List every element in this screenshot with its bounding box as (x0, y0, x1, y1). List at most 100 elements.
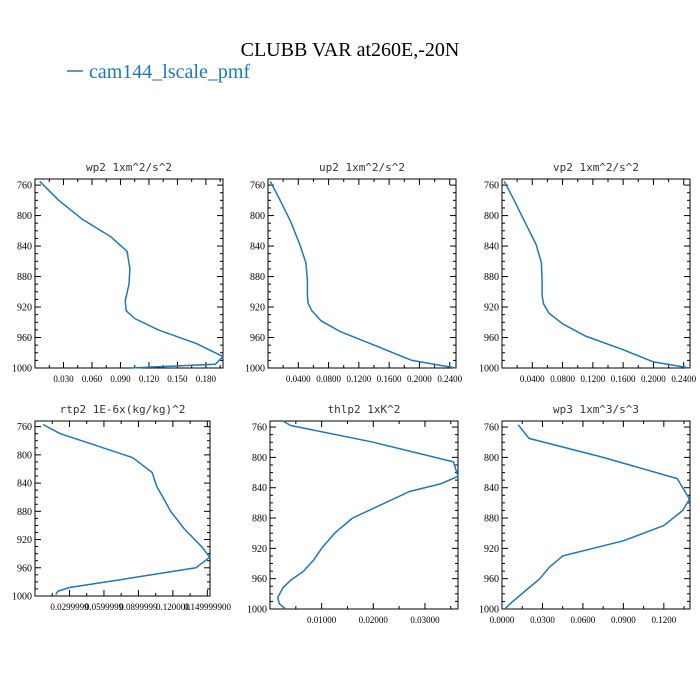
x-tick-label: 0.0400 (520, 374, 545, 384)
panel-6: wp3 1xm^3/s^3 760 800 840 880 920 960 10000.000… (479, 403, 691, 625)
plot-frame (34, 178, 224, 369)
x-tick-label: 0.2400 (671, 374, 696, 384)
y-tick-label: 960 (252, 574, 267, 585)
x-tick-label: 0.0300 (530, 615, 555, 625)
series-line (276, 420, 459, 610)
y-tick-label: 760 (484, 423, 499, 434)
panel-title: rtp2 1E-6x(kg/kg)^2 (60, 403, 186, 416)
y-tick-label: 840 (252, 483, 267, 494)
x-tick-label: 0.0800 (550, 374, 575, 384)
x-tick-label: 0.0599999 (85, 602, 124, 612)
x-tick-label: 0.0900 (611, 615, 636, 625)
x-tick-label: 0.0299999 (50, 602, 89, 612)
x-tick-label: 0.1600 (611, 374, 636, 384)
y-tick-label: 1000 (479, 605, 499, 616)
y-tick-label: 760 (250, 181, 265, 192)
x-tick-label: 0.1200 (580, 374, 605, 384)
y-tick-label: 880 (250, 272, 265, 283)
y-tick-label: 1000 (12, 592, 32, 603)
y-tick-label: 1000 (479, 364, 499, 375)
y-tick-label: 880 (484, 514, 499, 525)
panel-4: rtp2 1E-6x(kg/kg)^2 760 800 840 880 920 960 100… (12, 403, 231, 612)
panels-group: wp2 1xm^2/s^2 760 800 840 880 920 960 1000 0.030… (12, 161, 697, 625)
y-tick-label: 800 (17, 211, 32, 222)
panel-2: up2 1xm^2/s^2 760 800 840 880 920 960 1000 0.040… (245, 161, 463, 384)
y-tick-label: 920 (484, 303, 499, 314)
x-tick-label: 0.030 (53, 374, 74, 384)
plot-frame (269, 420, 459, 610)
x-tick-label: 0.2000 (641, 374, 666, 384)
x-tick-label: 0.03000 (410, 615, 440, 625)
y-tick-label: 840 (484, 242, 499, 253)
series-line (42, 423, 211, 596)
x-tick-label: 0.2000 (407, 374, 432, 384)
y-tick-label: 760 (484, 181, 499, 192)
y-tick-label: 1000 (247, 605, 267, 616)
y-tick-label: 800 (252, 453, 267, 464)
panel-title: wp3 1xm^3/s^3 (553, 403, 639, 416)
y-tick-label: 760 (17, 181, 32, 192)
series-line (504, 424, 691, 610)
x-tick-label: 0.0800 (316, 374, 341, 384)
y-tick-label: 920 (17, 303, 32, 314)
y-tick-label: 760 (17, 422, 32, 433)
x-tick-label: 0.02000 (359, 615, 389, 625)
figure-title: CLUBB VAR at260E,-20N (241, 39, 460, 61)
x-tick-label: 0.090 (110, 374, 131, 384)
x-tick-label: 0.120000 (156, 602, 190, 612)
y-tick-label: 840 (250, 242, 265, 253)
panel-5: thlp2 1xK^2 760 800 840 880 920 960 1000 0.01000… (247, 403, 459, 625)
y-tick-label: 760 (252, 423, 267, 434)
y-tick-label: 840 (17, 479, 32, 490)
y-tick-label: 920 (17, 535, 32, 546)
x-tick-label: 0.150 (167, 374, 188, 384)
x-tick-label: 0.0600 (571, 615, 596, 625)
y-tick-label: 920 (252, 544, 267, 555)
series-line (39, 180, 224, 369)
y-tick-label: 880 (484, 272, 499, 283)
panel-1: wp2 1xm^2/s^2 760 800 840 880 920 960 1000 0.030… (12, 161, 224, 384)
x-tick-label: 0.149999900 (184, 602, 232, 612)
x-tick-label: 0.0400 (286, 374, 311, 384)
y-tick-label: 960 (17, 333, 32, 344)
y-tick-label: 960 (484, 333, 499, 344)
legend-label: cam144_lscale_pmf (89, 61, 250, 83)
x-tick-label: 0.180 (196, 374, 217, 384)
y-tick-label: 880 (17, 507, 32, 518)
y-tick-label: 1000 (245, 364, 265, 375)
x-tick-label: 0.120 (139, 374, 160, 384)
y-tick-label: 880 (252, 514, 267, 525)
y-tick-label: 800 (484, 453, 499, 464)
y-tick-label: 880 (17, 272, 32, 283)
y-tick-label: 840 (17, 242, 32, 253)
y-tick-label: 800 (484, 211, 499, 222)
x-tick-label: 0.060 (82, 374, 103, 384)
plot-frame (267, 178, 457, 369)
x-tick-label: 0.1200 (346, 374, 371, 384)
panel-3: vp2 1xm^2/s^2 760 800 840 880 920 960 1000 0.040… (479, 161, 697, 384)
y-tick-label: 960 (250, 333, 265, 344)
series-line (503, 180, 690, 369)
y-tick-label: 960 (17, 563, 32, 574)
y-tick-label: 840 (484, 483, 499, 494)
x-tick-label: 0.2400 (437, 374, 462, 384)
series-line (269, 180, 456, 369)
y-tick-label: 800 (17, 450, 32, 461)
y-tick-label: 800 (250, 211, 265, 222)
plot-frame (501, 420, 691, 610)
x-tick-label: 0.0899999 (119, 602, 158, 612)
y-tick-label: 1000 (12, 364, 32, 375)
x-tick-label: 0.01000 (307, 615, 337, 625)
plot-frame (501, 178, 691, 369)
panel-title: thlp2 1xK^2 (328, 403, 401, 416)
x-tick-label: 0.1200 (651, 615, 676, 625)
panel-title: vp2 1xm^2/s^2 (553, 161, 639, 174)
x-tick-label: 0.1600 (377, 374, 402, 384)
y-tick-label: 920 (250, 303, 265, 314)
y-tick-label: 920 (484, 544, 499, 555)
panel-title: up2 1xm^2/s^2 (319, 161, 405, 174)
y-tick-label: 960 (484, 574, 499, 585)
plot-frame (34, 420, 211, 597)
x-tick-label: 0.0000 (490, 615, 515, 625)
